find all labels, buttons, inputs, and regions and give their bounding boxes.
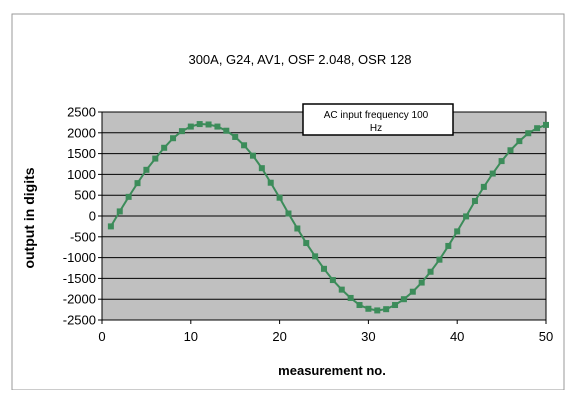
chart-title: 300A, G24, AV1, OSF 2.048, OSR 128	[188, 52, 411, 67]
y-tick-label: -1500	[63, 271, 96, 286]
data-point	[232, 133, 239, 140]
data-point	[312, 253, 319, 260]
y-tick-label: 2500	[67, 105, 96, 120]
data-point	[267, 179, 274, 186]
x-tick-label: 30	[361, 329, 375, 344]
data-point	[285, 210, 292, 217]
data-point	[392, 302, 399, 309]
data-point	[170, 135, 177, 142]
x-tick-label: 10	[184, 329, 198, 344]
data-point	[463, 213, 470, 220]
data-point	[356, 302, 363, 309]
y-tick-label: 1000	[67, 167, 96, 182]
x-tick-label: 0	[98, 329, 105, 344]
data-point	[543, 121, 549, 128]
data-point	[161, 144, 168, 151]
data-point	[507, 147, 514, 154]
y-axis-ticks: 2500 2000 1500 1000 500 0 -500 -1000 -1500 -2000 -…	[63, 105, 102, 328]
y-tick-label: -1000	[63, 250, 96, 265]
series-markers	[107, 121, 549, 314]
data-point	[418, 279, 425, 286]
data-point	[178, 128, 185, 135]
data-point	[143, 166, 150, 173]
data-point	[525, 130, 532, 137]
y-axis-label: output in digits	[21, 167, 37, 268]
y-tick-label: 2000	[67, 125, 96, 140]
data-point	[107, 223, 114, 230]
data-point	[125, 193, 132, 200]
data-point	[303, 240, 310, 247]
data-point	[445, 242, 452, 249]
data-point	[436, 256, 443, 263]
data-point	[409, 288, 416, 295]
x-tick-label: 50	[539, 329, 553, 344]
data-point	[427, 268, 434, 275]
data-point	[329, 277, 336, 284]
data-point	[249, 152, 256, 159]
data-point	[471, 198, 478, 205]
y-tick-label: -2000	[63, 292, 96, 307]
data-point	[214, 123, 221, 130]
data-point	[347, 294, 354, 301]
data-point	[338, 286, 345, 293]
data-point	[516, 138, 523, 145]
data-point	[534, 125, 541, 132]
data-point	[365, 305, 372, 312]
data-point	[116, 208, 123, 215]
annotation-text-line-2: Hz	[370, 123, 382, 134]
x-axis-label: measurement no.	[278, 363, 386, 378]
data-point	[258, 165, 265, 172]
data-point	[276, 194, 283, 201]
data-point	[241, 142, 248, 149]
annotation-frame	[302, 103, 454, 136]
annotation-box: AC input frequency 100 Hz	[302, 103, 454, 136]
data-point	[489, 170, 496, 177]
data-point	[454, 228, 461, 235]
data-point	[152, 155, 159, 162]
y-tick-label: 0	[89, 209, 96, 224]
data-point	[223, 127, 230, 134]
y-tick-label: 500	[74, 188, 96, 203]
annotation-text-line-1: AC input frequency 100	[324, 110, 429, 121]
data-point	[480, 183, 487, 190]
data-point	[205, 121, 212, 128]
data-point	[498, 158, 505, 165]
data-point	[321, 265, 327, 272]
data-point	[294, 225, 301, 232]
data-point	[374, 307, 381, 314]
data-point	[383, 306, 390, 313]
data-point	[400, 296, 407, 303]
x-axis-ticks: 0 10 20 30 40 50	[98, 320, 553, 344]
x-tick-label: 40	[450, 329, 464, 344]
data-point	[196, 121, 203, 128]
x-tick-label: 20	[272, 329, 286, 344]
y-tick-label: -2500	[63, 313, 96, 328]
data-point	[187, 123, 194, 130]
y-tick-label: -500	[70, 229, 96, 244]
data-point	[134, 180, 141, 187]
y-tick-label: 1500	[67, 146, 96, 161]
